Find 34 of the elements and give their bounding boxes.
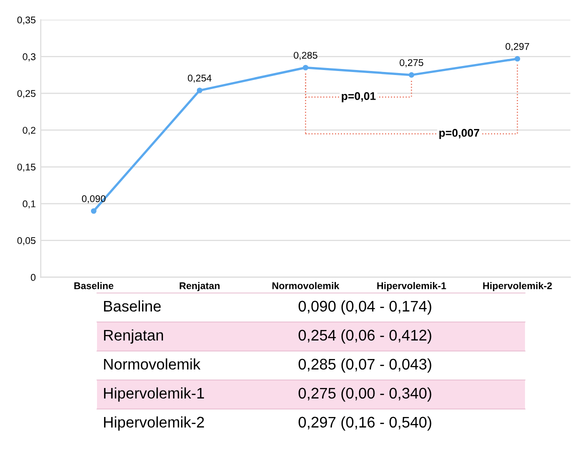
x-tick-label: Renjatan — [180, 282, 220, 292]
y-tick-label: 0,25 — [17, 90, 36, 98]
y-tick-label: 0,1 — [22, 200, 36, 208]
x-tick-label: Hipervolemik-1 — [377, 282, 446, 292]
y-tick-label: 0,35 — [17, 16, 36, 25]
text: Renjatan — [104, 329, 163, 344]
annotation: p=0,007 — [439, 128, 480, 139]
y-tick-label: 0 — [30, 274, 36, 281]
data-label: 0,275 — [400, 59, 424, 68]
point — [90, 208, 96, 214]
point — [302, 64, 308, 70]
point — [408, 72, 414, 78]
point — [514, 56, 520, 62]
data-label: 0,285 — [294, 52, 318, 60]
text: 0,275 (0,00 - 0,340) — [298, 387, 432, 402]
text: Hipervolemik-1 — [104, 387, 204, 402]
text: 0,297 (0,16 - 0,540) — [298, 416, 432, 431]
text: 0,090 (0,04 - 0,174) — [298, 300, 432, 315]
x-tick-label: Hipervolemik-2 — [483, 282, 552, 292]
y-tick-label: 0,15 — [17, 164, 36, 172]
y-tick-label: 0,05 — [17, 237, 36, 246]
text: 0,254 (0,06 - 0,412) — [298, 329, 432, 344]
text: 0,285 (0,07 - 0,043) — [298, 358, 432, 373]
y-tick-label: 0,3 — [22, 53, 36, 62]
text: Hipervolemik-2 — [104, 416, 204, 431]
point — [196, 88, 202, 94]
data-label: 0,254 — [188, 74, 212, 83]
text: Normovolemik — [104, 358, 200, 370]
annotation: p=0,01 — [342, 92, 376, 102]
x-tick-label: Baseline — [74, 282, 114, 290]
x-tick-label: Normovolemik — [272, 282, 340, 290]
text: Baseline — [104, 300, 161, 312]
data-label: 0,297 — [506, 43, 530, 52]
y-tick-label: 0,2 — [22, 126, 36, 135]
